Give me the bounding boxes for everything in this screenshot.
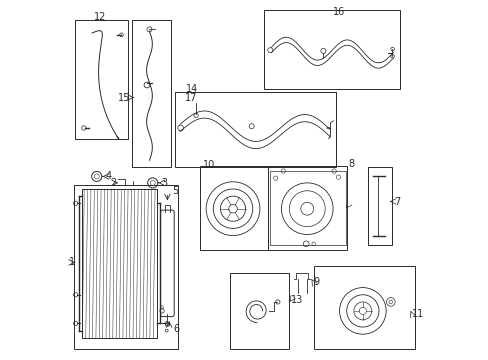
Text: 17: 17 — [184, 93, 197, 103]
Text: 14: 14 — [186, 84, 198, 94]
Bar — [267, 166, 346, 250]
Text: 4: 4 — [105, 171, 112, 181]
Text: 9: 9 — [313, 277, 319, 287]
Bar — [131, 21, 171, 167]
Bar — [367, 167, 391, 244]
Text: 6: 6 — [174, 324, 180, 334]
Text: 13: 13 — [290, 295, 303, 305]
Text: 8: 8 — [348, 159, 354, 169]
Text: 2: 2 — [110, 178, 116, 188]
Text: 11: 11 — [411, 310, 424, 319]
Text: 1: 1 — [68, 257, 75, 267]
Text: 3: 3 — [162, 178, 167, 188]
Text: 16: 16 — [333, 7, 345, 17]
Text: 5: 5 — [171, 186, 178, 197]
Text: 10: 10 — [203, 159, 215, 170]
Bar — [199, 166, 267, 250]
Text: 7: 7 — [394, 197, 400, 207]
Bar — [174, 92, 335, 167]
Bar — [74, 185, 178, 348]
Bar — [230, 273, 289, 348]
Text: 12: 12 — [94, 12, 106, 22]
Bar — [314, 266, 414, 348]
Bar — [75, 21, 128, 139]
Text: 15: 15 — [118, 93, 131, 103]
Bar — [264, 10, 400, 89]
